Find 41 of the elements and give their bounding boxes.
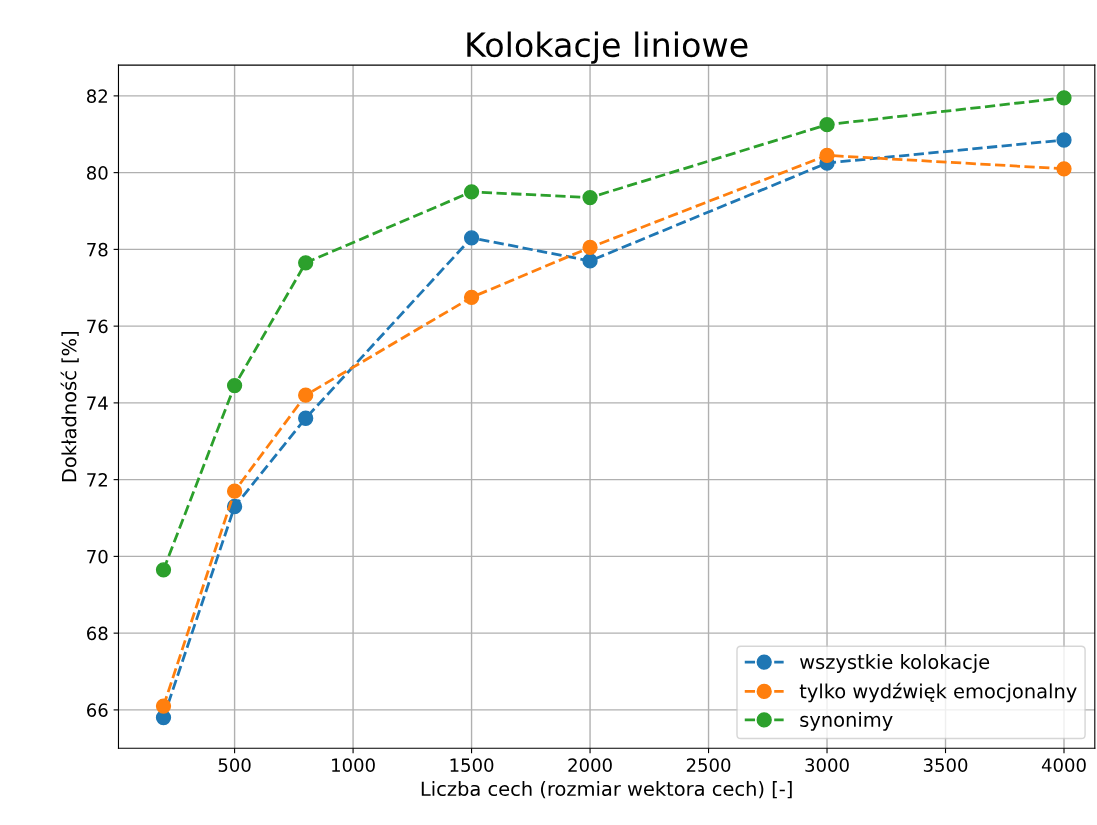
point bbox=[226, 377, 243, 394]
point bbox=[298, 255, 314, 271]
x-tick-label: 3000 bbox=[805, 758, 849, 772]
x-tick-label: 3500 bbox=[923, 758, 968, 772]
point bbox=[1056, 132, 1072, 148]
y-tick-label: 72 bbox=[87, 473, 107, 487]
legend-label: synonimy bbox=[800, 711, 893, 731]
x-tick-label: 4000 bbox=[1041, 758, 1086, 772]
point bbox=[1056, 161, 1072, 177]
x-tick-label: 2000 bbox=[568, 758, 612, 772]
x-tick-label: 500 bbox=[218, 758, 251, 772]
point bbox=[463, 184, 480, 200]
y-tick-label: 80 bbox=[87, 166, 108, 180]
point bbox=[155, 698, 172, 714]
point bbox=[155, 562, 172, 578]
y-axis-title: Dokładność [%] bbox=[60, 332, 79, 482]
point bbox=[298, 387, 314, 403]
y-tick-label: 66 bbox=[87, 703, 108, 718]
legend-label: wszystkie kolokacje bbox=[800, 654, 990, 673]
point bbox=[298, 410, 314, 426]
point bbox=[226, 483, 243, 499]
y-tick-label: 78 bbox=[87, 242, 108, 257]
x-tick-label: 1500 bbox=[450, 758, 494, 772]
y-tick-label: 68 bbox=[87, 626, 108, 641]
point bbox=[463, 289, 480, 305]
point bbox=[582, 189, 598, 206]
x-axis-title: Liczba cech (rozmiar wektora cech) [-] bbox=[421, 781, 792, 799]
legend-label: tylko wydźwięk emocjonalny bbox=[799, 682, 1077, 703]
y-tick-label: 76 bbox=[87, 319, 108, 334]
y-tick-label: 82 bbox=[87, 89, 107, 103]
x-tick-label: 1000 bbox=[332, 758, 375, 772]
point bbox=[463, 230, 480, 246]
y-tick-label: 70 bbox=[87, 549, 108, 564]
point bbox=[819, 147, 835, 163]
point bbox=[1056, 90, 1072, 106]
point bbox=[582, 253, 598, 269]
y-tick-label: 74 bbox=[87, 396, 108, 410]
chart-title: Kolokacje liniowe bbox=[467, 31, 748, 64]
x-tick-label: 2500 bbox=[686, 758, 731, 772]
point bbox=[819, 117, 835, 133]
point bbox=[582, 239, 598, 256]
